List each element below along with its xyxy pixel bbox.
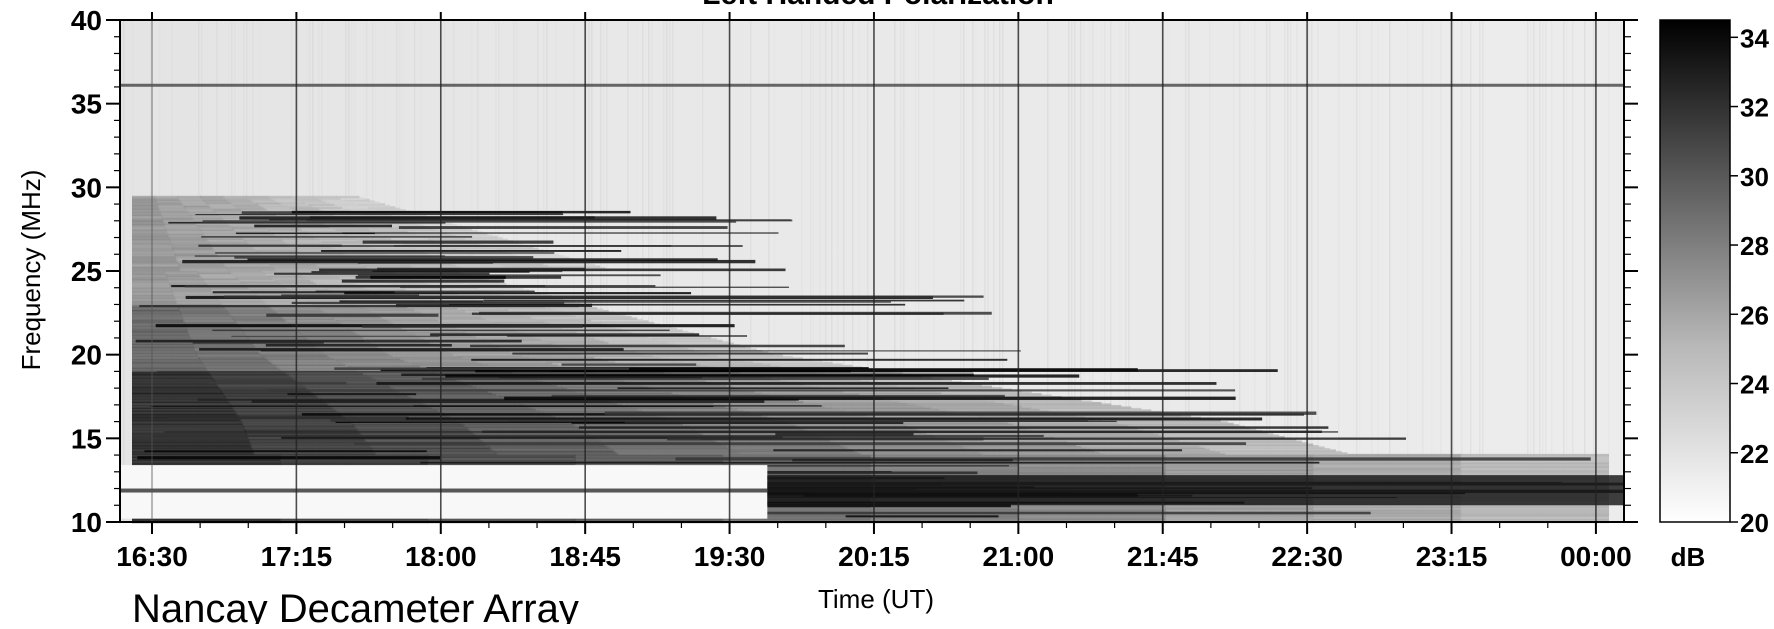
y-tick-label: 10: [71, 507, 102, 538]
colorbar-tick-label: 30: [1740, 162, 1769, 192]
x-tick-label: 21:00: [983, 541, 1055, 572]
low-freq-band: [120, 488, 768, 493]
x-tick-label: 21:45: [1127, 541, 1199, 572]
y-tick-label: 20: [71, 340, 102, 371]
colorbar: 20 22 24 26 28 30 32 34: [1659, 19, 1769, 538]
y-tick-label: 35: [71, 89, 102, 120]
colorbar-tick-label: 28: [1740, 231, 1769, 261]
x-tick-label: 18:45: [549, 541, 621, 572]
time-grid: [151, 20, 1597, 522]
colorbar-gradient: [1659, 19, 1731, 523]
colorbar-unit-label: dB: [1671, 542, 1706, 572]
low-freq-dark-band: [767, 475, 1624, 506]
y-tick-label: 25: [71, 256, 102, 287]
colorbar-tick-label: 26: [1740, 300, 1769, 330]
plot-area: [120, 20, 1625, 524]
y-tick-label: 40: [71, 5, 102, 36]
colorbar-tick-label: 24: [1740, 370, 1769, 400]
x-tick-label: 00:00: [1560, 541, 1632, 572]
x-axis-label: Time (UT): [818, 584, 934, 614]
y-axis-label: Frequency (MHz): [16, 170, 46, 371]
colorbar-tick-label: 34: [1740, 23, 1769, 53]
colorbar-tick-label: 20: [1740, 508, 1769, 538]
y-tick-label: 15: [71, 423, 102, 454]
y-tick-label: 30: [71, 172, 102, 203]
x-tick-label: 22:30: [1271, 541, 1343, 572]
x-tick-label: 17:15: [261, 541, 333, 572]
x-tick-label: 19:30: [694, 541, 766, 572]
x-tick-label: 18:00: [405, 541, 477, 572]
chart-title: Left Handed Polarization: [702, 0, 1054, 11]
x-tick-label: 23:15: [1416, 541, 1488, 572]
x-tick-label: 20:15: [838, 541, 910, 572]
x-tick-label: 16:30: [116, 541, 188, 572]
axes: 10 15 20 25 30 35 40 16:30 17:15 18:00 18:45 19:30 2…: [71, 5, 1638, 572]
colorbar-tick-label: 32: [1740, 93, 1769, 123]
interference-line: [120, 83, 1624, 87]
footer-text: Nancay Decameter Array: [132, 587, 579, 624]
colorbar-tick-label: 22: [1740, 439, 1769, 469]
